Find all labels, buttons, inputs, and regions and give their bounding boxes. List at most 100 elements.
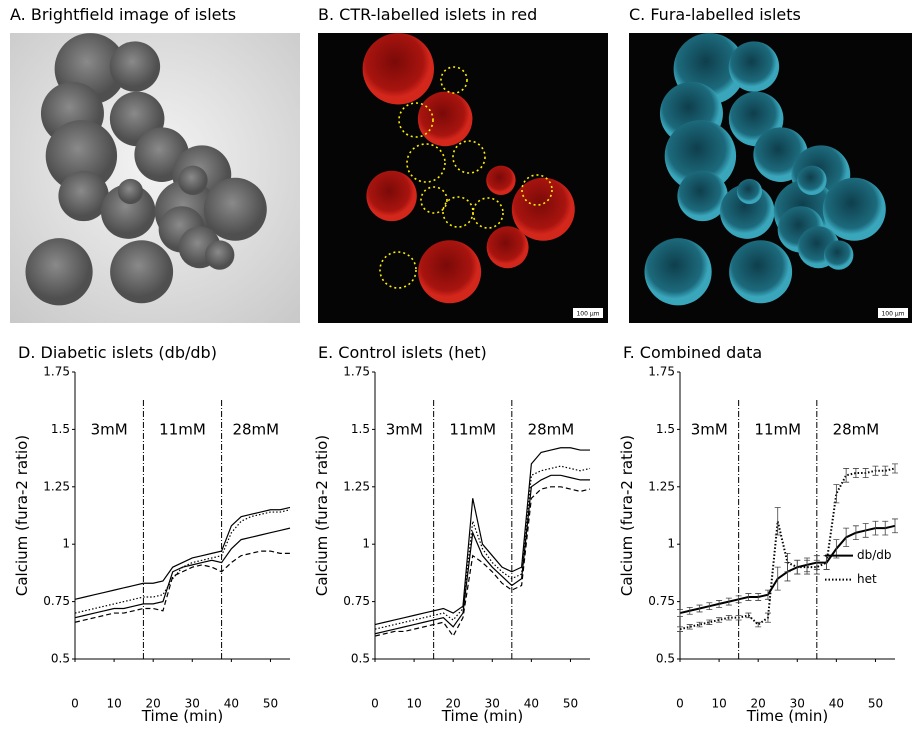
x-tick-label: 10 bbox=[406, 697, 421, 711]
error-bar bbox=[804, 559, 811, 575]
islet bbox=[719, 184, 775, 239]
y-tick-label: 0.75 bbox=[43, 594, 70, 608]
error-bar bbox=[892, 518, 898, 534]
scale-bar bbox=[573, 308, 603, 318]
islets bbox=[25, 33, 886, 306]
annotation: 3mM bbox=[691, 420, 728, 438]
error-bar bbox=[755, 621, 762, 628]
roi-circle bbox=[398, 102, 434, 138]
trace bbox=[374, 465, 591, 630]
islet bbox=[418, 240, 482, 304]
x-tick-label: 30 bbox=[790, 697, 805, 711]
y-tick-label: 1 bbox=[62, 537, 70, 551]
error-bar bbox=[794, 559, 801, 575]
chart-title: F. Combined data bbox=[623, 343, 762, 362]
error-bar bbox=[677, 609, 683, 617]
legend-label: db/db bbox=[857, 548, 892, 562]
error-bar bbox=[774, 507, 781, 536]
islet bbox=[203, 177, 267, 241]
error-bar bbox=[735, 595, 742, 604]
islet bbox=[45, 120, 118, 192]
annotation: 28mM bbox=[232, 420, 279, 438]
legend-label: het bbox=[857, 572, 877, 586]
y-tick-label: 1.5 bbox=[656, 422, 675, 436]
trace bbox=[74, 527, 291, 619]
y-tick-label: 1.25 bbox=[648, 479, 675, 493]
y-axis-label: Calcium (fura-2 ratio) bbox=[13, 435, 31, 596]
y-axis-label: Calcium (fura-2 ratio) bbox=[618, 435, 636, 596]
error-bar bbox=[872, 465, 879, 476]
error-bar bbox=[843, 527, 850, 547]
trace bbox=[74, 506, 291, 600]
error-bar bbox=[696, 604, 703, 613]
x-tick-label: 0 bbox=[371, 697, 379, 711]
error-bar bbox=[813, 559, 820, 575]
islet bbox=[823, 240, 854, 270]
error-bar bbox=[716, 600, 723, 608]
roi-circle bbox=[440, 66, 468, 94]
error-bar bbox=[774, 566, 781, 591]
scale-label: 100 µm bbox=[881, 311, 904, 318]
annotation: 28mM bbox=[833, 420, 880, 438]
x-tick-label: 20 bbox=[751, 697, 766, 711]
error-bar bbox=[833, 484, 840, 504]
y-tick-label: 1 bbox=[362, 537, 370, 551]
x-tick-label: 50 bbox=[263, 697, 278, 711]
x-tick-label: 40 bbox=[829, 697, 844, 711]
trace bbox=[74, 550, 290, 623]
trace bbox=[374, 474, 590, 635]
x-tick-label: 20 bbox=[146, 697, 161, 711]
trace bbox=[74, 509, 291, 614]
islet bbox=[100, 184, 156, 239]
error-bar bbox=[686, 606, 693, 615]
islet bbox=[109, 41, 161, 92]
error-bar bbox=[852, 525, 859, 541]
error-bar bbox=[882, 465, 889, 476]
x-tick-label: 40 bbox=[524, 697, 539, 711]
y-tick-label: 0.75 bbox=[343, 594, 370, 608]
islet bbox=[486, 165, 516, 196]
annotation: 3mM bbox=[386, 420, 423, 438]
x-axis-label: Time (min) bbox=[141, 707, 223, 725]
x-tick-label: 30 bbox=[485, 697, 500, 711]
y-tick-label: 0.5 bbox=[351, 652, 370, 666]
y-tick-label: 1.25 bbox=[43, 479, 70, 493]
x-tick-label: 30 bbox=[185, 697, 200, 711]
trace bbox=[374, 486, 591, 638]
y-tick-label: 1 bbox=[667, 537, 675, 551]
x-tick-label: 10 bbox=[711, 697, 726, 711]
y-tick-label: 1.5 bbox=[351, 422, 370, 436]
y-tick-label: 0.5 bbox=[656, 652, 675, 666]
roi-circle bbox=[406, 143, 446, 183]
chart-title: E. Control islets (het) bbox=[318, 343, 487, 362]
roi-circle bbox=[521, 174, 553, 206]
error-bar bbox=[677, 626, 683, 632]
roi-circle bbox=[379, 251, 417, 289]
islet bbox=[728, 41, 780, 92]
islet bbox=[822, 177, 886, 241]
y-tick-label: 1.75 bbox=[343, 365, 370, 379]
roi-circle bbox=[420, 186, 448, 214]
islet bbox=[178, 165, 208, 196]
error-bar bbox=[764, 612, 771, 623]
error-bar bbox=[716, 617, 723, 623]
x-axis-label: Time (min) bbox=[746, 707, 828, 725]
error-bar bbox=[706, 619, 713, 625]
scale-bar bbox=[878, 308, 908, 318]
islet bbox=[204, 240, 235, 270]
error-bar bbox=[882, 520, 889, 536]
islet bbox=[644, 238, 712, 306]
error-bar bbox=[755, 593, 762, 601]
error-bar bbox=[872, 520, 879, 536]
islet bbox=[797, 165, 827, 196]
roi-circle bbox=[472, 197, 504, 229]
islet bbox=[25, 238, 93, 306]
error-bar bbox=[725, 614, 732, 621]
chart-title: D. Diabetic islets (db/db) bbox=[18, 343, 217, 362]
islet bbox=[117, 178, 144, 205]
x-tick-label: 10 bbox=[106, 697, 121, 711]
error-bar bbox=[862, 468, 869, 479]
x-tick-label: 50 bbox=[868, 697, 883, 711]
error-bar bbox=[696, 621, 703, 628]
x-tick-label: 0 bbox=[676, 697, 684, 711]
